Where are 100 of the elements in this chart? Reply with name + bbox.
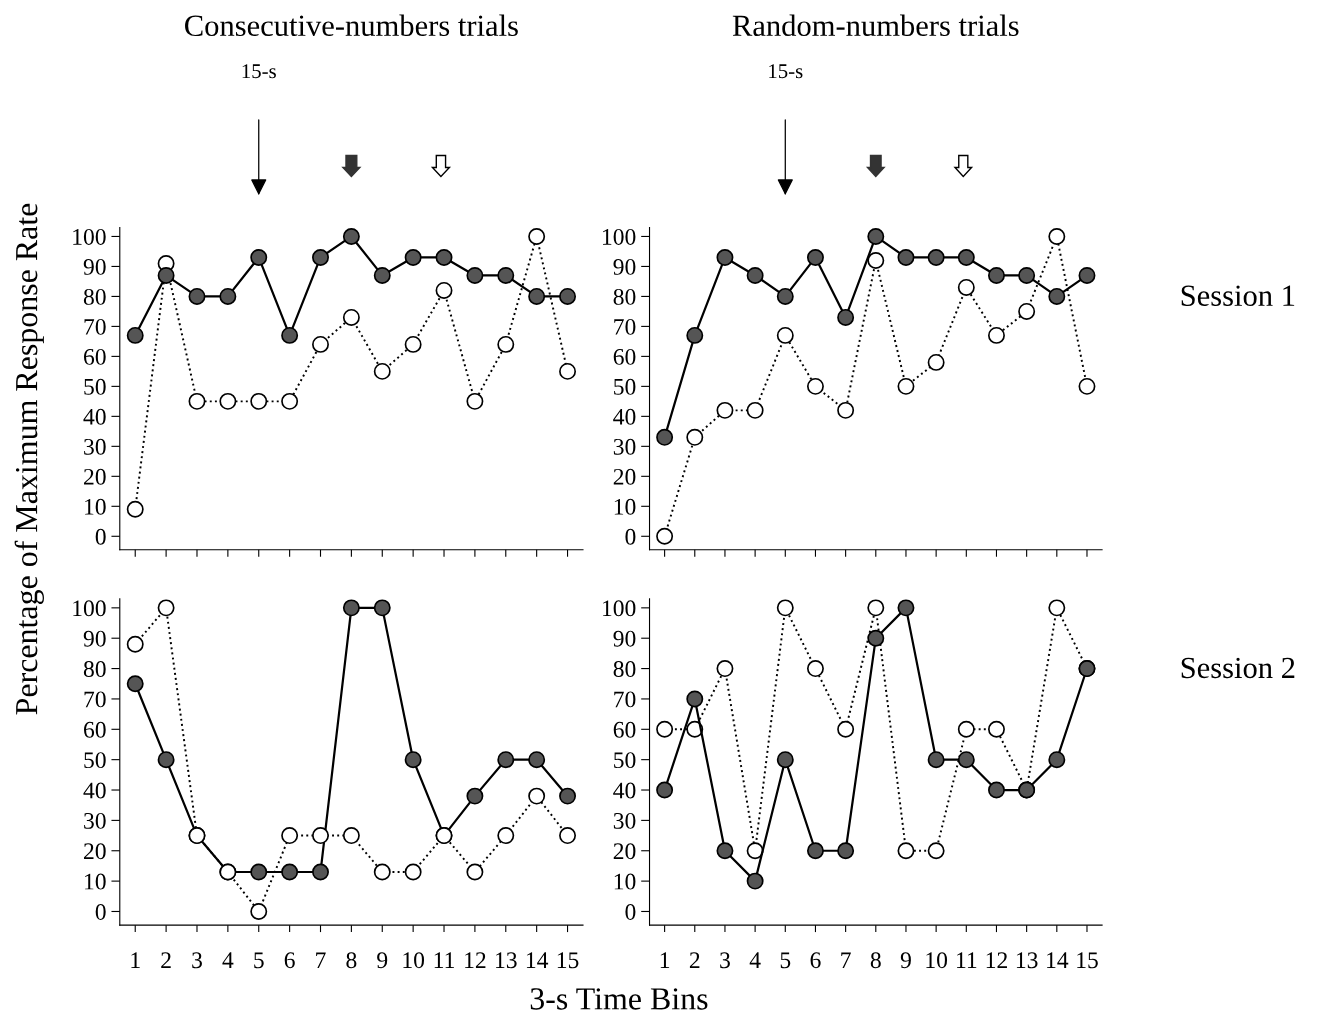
y-tick-label: 90	[83, 258, 106, 275]
point	[312, 248, 329, 266]
x-tick-label: 2	[161, 952, 171, 968]
point	[867, 629, 885, 647]
point	[656, 527, 674, 545]
point	[497, 827, 515, 845]
point	[126, 326, 144, 344]
text: Session 1	[1181, 285, 1295, 307]
point	[528, 751, 546, 769]
chart-title: Consecutive-numbers trials	[185, 14, 518, 37]
point	[957, 751, 975, 769]
point	[404, 751, 422, 769]
point	[528, 227, 546, 245]
point	[806, 377, 824, 395]
point	[250, 392, 268, 410]
text: 15-s	[242, 64, 276, 79]
x-tick-label: 13	[1016, 952, 1038, 969]
y-tick-label: 60	[613, 721, 636, 738]
y-tick-label: 90	[613, 630, 636, 647]
x-tick-label: 14	[1047, 952, 1069, 968]
y-tick-label: 0	[625, 903, 636, 920]
y-tick-label: 50	[614, 752, 636, 769]
point	[716, 401, 734, 419]
point	[497, 266, 515, 284]
point	[404, 248, 422, 266]
point	[927, 751, 945, 769]
point	[188, 287, 206, 305]
x-tick-label: 9	[900, 952, 911, 969]
point	[312, 335, 329, 353]
y-tick-label: 70	[84, 691, 106, 708]
point	[219, 287, 237, 305]
point	[342, 599, 360, 617]
point	[373, 266, 391, 284]
point	[281, 863, 299, 881]
point	[250, 248, 268, 266]
point	[776, 751, 794, 769]
point	[988, 266, 1005, 284]
point	[897, 248, 915, 266]
point	[806, 248, 824, 266]
point	[988, 326, 1005, 344]
point	[897, 599, 915, 617]
point	[404, 863, 422, 881]
point	[746, 266, 764, 284]
chart-title: Random-numbers trials	[732, 14, 1019, 37]
point	[746, 842, 764, 860]
point	[466, 787, 484, 805]
x-tick-label: 10	[403, 952, 425, 969]
y-tick-label: 70	[84, 318, 106, 335]
point	[1048, 227, 1066, 245]
y-tick-label: 30	[613, 438, 636, 455]
point	[126, 500, 144, 518]
y-axis-title: Percentage of Maximum Response Rate	[14, 203, 44, 715]
x-tick-label: 6	[810, 952, 821, 969]
point	[435, 248, 453, 266]
x-tick-label: 8	[346, 952, 357, 969]
point	[776, 287, 794, 305]
y-tick-label: 80	[83, 661, 106, 677]
point	[559, 827, 577, 845]
point	[927, 353, 945, 371]
point	[188, 392, 206, 410]
x-tick-label: 2	[689, 952, 700, 968]
point	[528, 287, 546, 305]
text: Session 2	[1181, 657, 1295, 679]
point	[1048, 751, 1066, 769]
point	[497, 751, 515, 769]
y-tick-label: 50	[614, 378, 636, 395]
x-tick-label: 11	[957, 952, 977, 968]
point	[373, 863, 391, 881]
point	[373, 599, 391, 617]
x-tick-label: 15	[557, 952, 579, 969]
y-tick-label: 40	[613, 408, 636, 425]
point	[867, 227, 885, 245]
point	[927, 842, 945, 860]
point	[559, 362, 577, 380]
point	[157, 266, 175, 284]
x-tick-label: 3	[720, 952, 730, 969]
point	[157, 751, 175, 769]
y-tick-label: 20	[613, 468, 636, 485]
point	[686, 326, 704, 344]
x-tick-label: 12	[465, 952, 486, 968]
y-tick-label: 0	[95, 903, 106, 920]
x-tick-label: 7	[841, 952, 851, 968]
y-tick-label: 50	[84, 378, 106, 395]
point	[837, 842, 855, 860]
y-tick-label: 60	[84, 348, 106, 365]
x-tick-label: 7	[316, 952, 326, 968]
point	[435, 281, 453, 299]
point	[342, 308, 360, 326]
point	[837, 401, 855, 419]
y-tick-label: 100	[73, 600, 106, 617]
point	[656, 428, 674, 446]
x-tick-label: 9	[377, 952, 388, 969]
y-tick-label: 100	[602, 228, 636, 245]
y-tick-label: 100	[73, 228, 106, 245]
y-tick-label: 20	[84, 843, 106, 860]
x-tick-label: 4	[749, 952, 761, 968]
point	[1048, 287, 1066, 305]
y-tick-label: 80	[83, 288, 106, 305]
x-tick-label: 3	[192, 952, 202, 969]
point	[1018, 302, 1036, 320]
